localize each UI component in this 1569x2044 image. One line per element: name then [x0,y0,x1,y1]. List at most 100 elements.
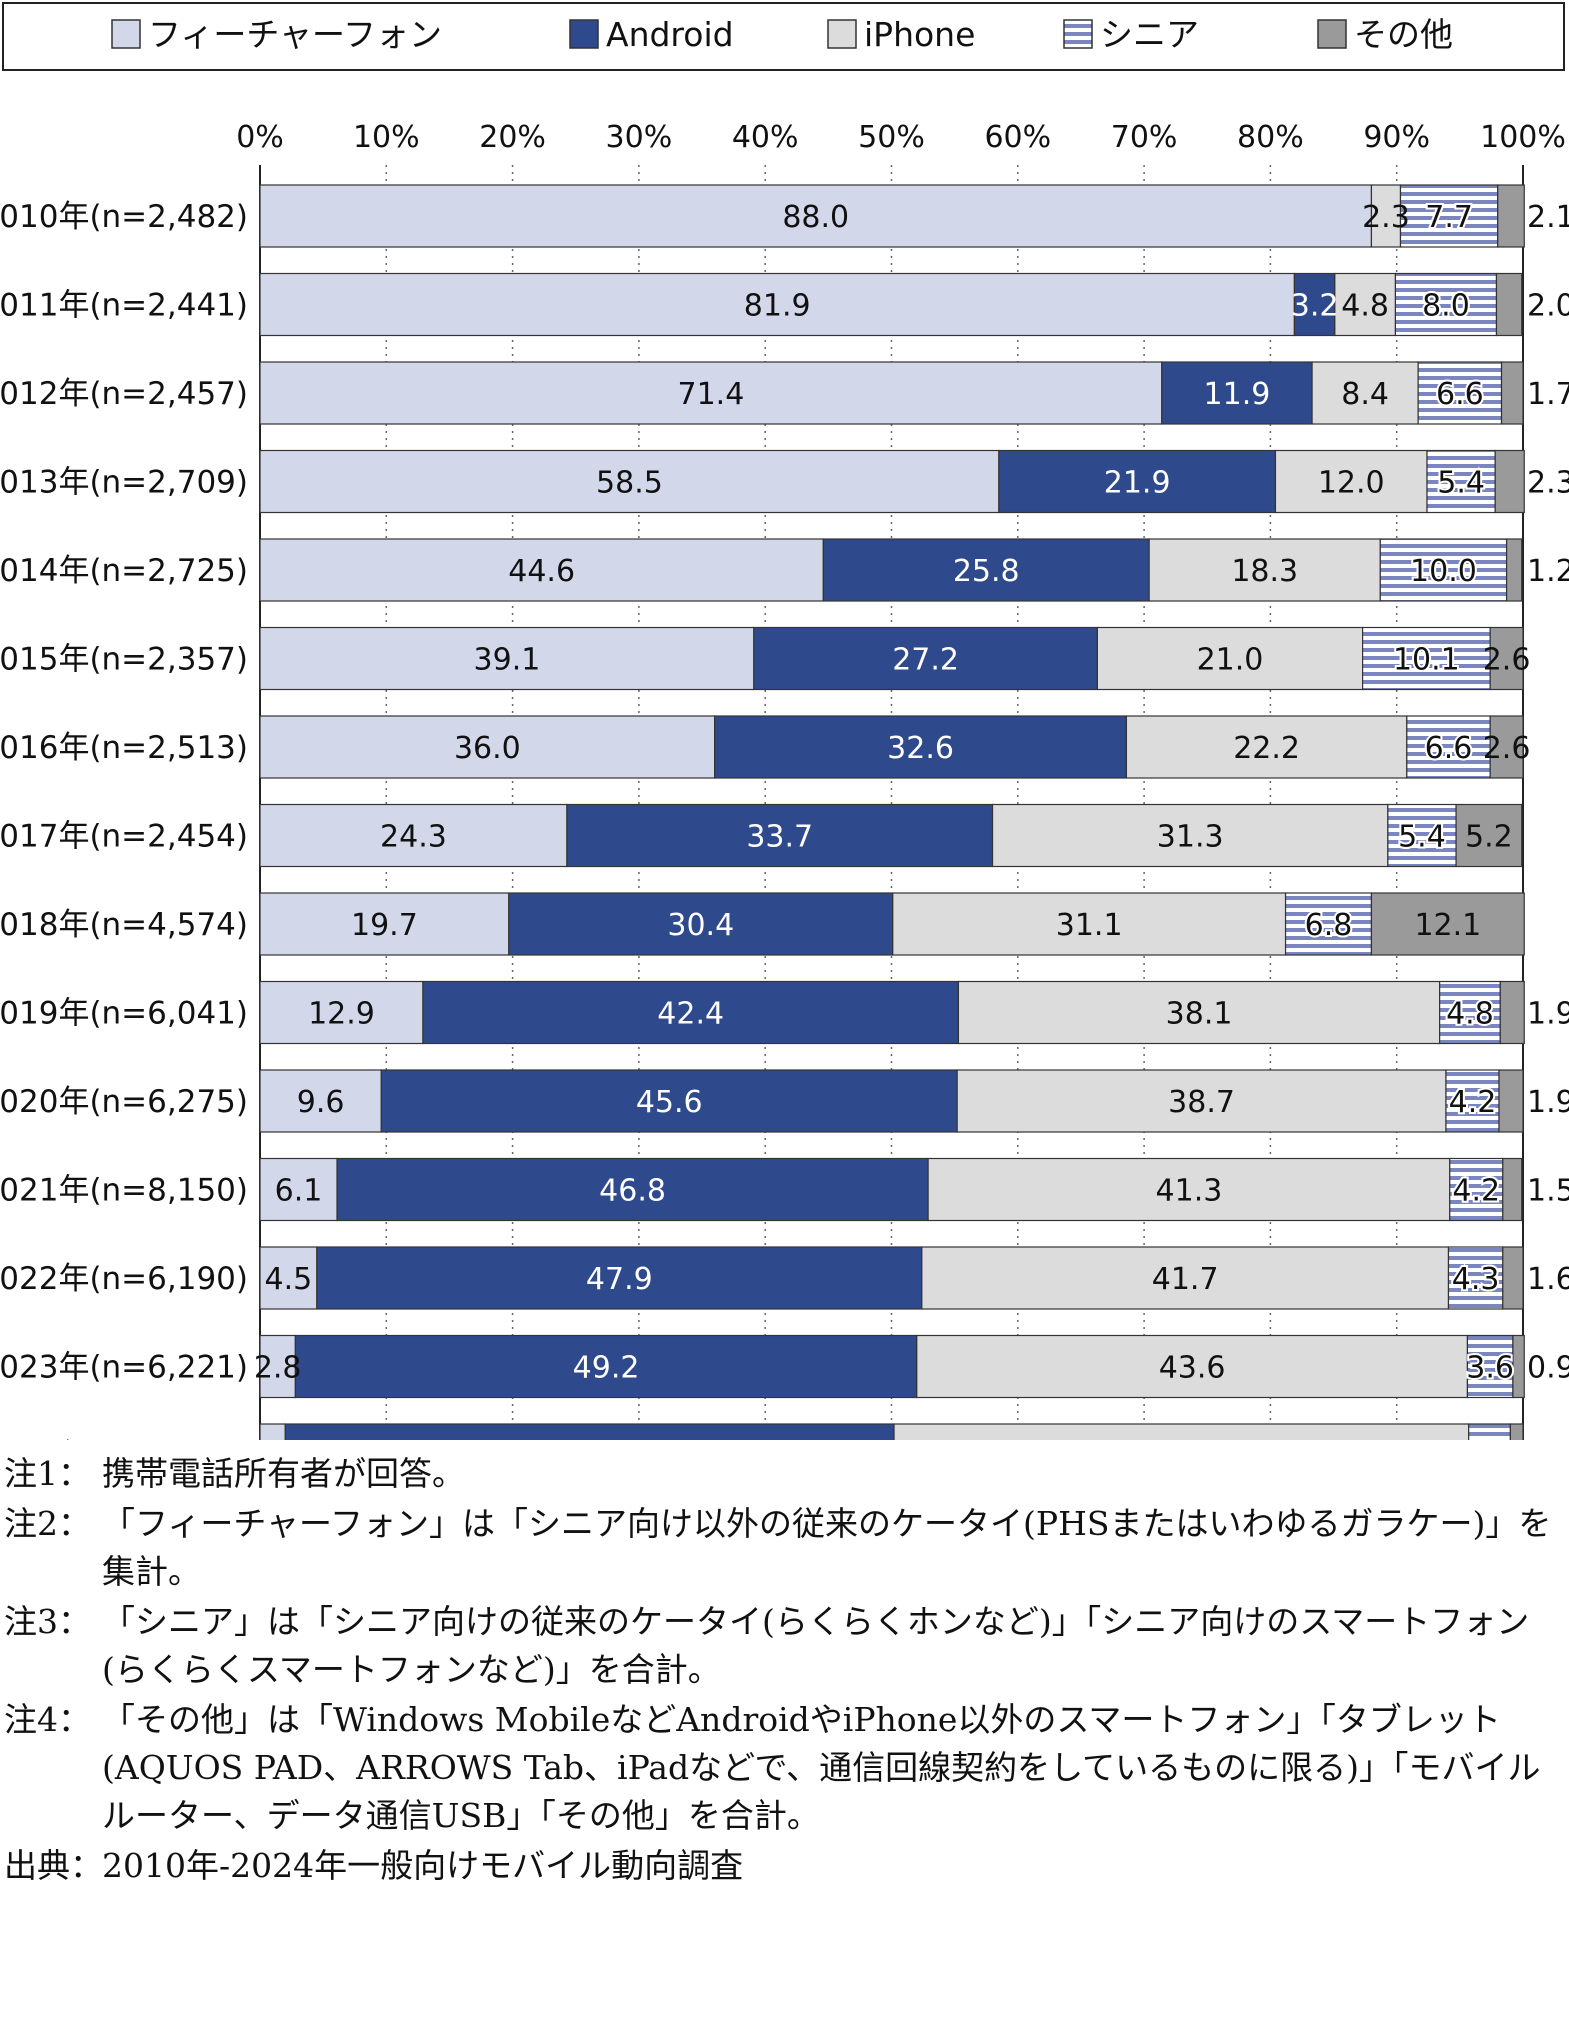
data-label: 49.2 [573,1351,640,1386]
data-label: 10.0 [1410,554,1477,589]
data-label: 9.6 [297,1085,345,1120]
category-label: 2024年(n=6,053) [0,1438,248,1440]
note-2: 注2： 「フィーチャーフォン」は「シニア向け以外の従来のケータイ(PHSまたはい… [4,1500,1564,1596]
data-label: 21.9 [1104,466,1171,501]
bar-segment [1500,361,1524,425]
data-label: 27.2 [892,643,959,678]
data-label: 32.6 [887,731,954,766]
data-label: 39.1 [474,643,541,678]
data-label: 44.6 [508,554,575,589]
bar-segment [1161,361,1313,425]
data-label: 71.4 [677,377,744,412]
data-label: 18.3 [1231,554,1298,589]
category-label: 2012年(n=2,457) [0,376,248,412]
bar-segment [422,980,960,1045]
x-tick-label: 70% [1111,120,1178,155]
category-label: 2018年(n=4,574) [0,907,248,943]
bar-segment [1455,803,1523,868]
x-tick-label: 90% [1363,120,1430,155]
data-label: 88.0 [782,200,849,235]
source-text: 2010年-2024年一般向けモバイル動向調査 [102,1846,744,1885]
bar-segment [259,892,510,956]
category-label: 2013年(n=2,709) [0,465,248,501]
bar-segment [998,449,1277,514]
bar-segment [259,1069,382,1133]
data-label: 58.5 [596,466,663,501]
legend-swatch [111,19,141,49]
bar-segment [892,892,1287,956]
x-tick-label: 40% [732,120,799,155]
data-label: 8.0 [1422,289,1470,324]
bar-segment [1499,980,1525,1045]
x-tick-label: 100% [1480,120,1566,155]
legend-swatch [827,19,857,49]
data-label: 2.8 [254,1351,302,1386]
data-label: 4.5 [265,1262,313,1297]
bar-segment [1394,272,1498,337]
data-label: 45.6 [636,1085,703,1120]
data-label: 47.9 [586,1262,653,1297]
data-label: 21.0 [1197,643,1264,678]
data-label: 3.6 [1466,1351,1514,1386]
data-label: 4.8 [1341,289,1389,324]
bar-segment [259,272,1295,337]
bar-segment [1417,361,1503,425]
data-label: 1.9 [1527,997,1569,1032]
bar-segment [1370,892,1525,956]
legend: フィーチャーフォン Android iPhone シニア その他 [111,15,1453,54]
note-label: 注2： [4,1504,91,1543]
data-label: 6.1 [275,1174,323,1209]
data-label: 81.9 [744,289,811,324]
bar-segment [294,1334,918,1399]
data-label: 3.2 [1291,289,1339,324]
note-text: 「シニア」は「シニア向けの従来のケータイ(らくらくホンなど)」「シニア向けのスマ… [102,1602,1530,1689]
data-label: 2.6 [1483,731,1531,766]
data-label: 12.0 [1318,466,1385,501]
bar-segment [1498,1069,1524,1133]
x-tick-label: 30% [606,120,673,155]
note-text: 携帯電話所有者が回答。 [102,1454,465,1493]
data-label: 5.4 [1398,820,1446,855]
category-label: 2014年(n=2,725) [0,553,248,589]
data-label: 38.7 [1168,1085,1235,1120]
bar-segment [259,449,1000,514]
bar-segment [916,1334,1469,1399]
legend-swatch [569,19,599,49]
data-label: 33.7 [746,820,813,855]
bar-segment [1274,449,1428,514]
data-label: 25.8 [953,554,1020,589]
source-label: 出典： [4,1846,103,1885]
data-label: 30.4 [667,908,734,943]
note-text: 「その他」は「Windows MobileなどAndroidやiPhone以外の… [102,1700,1541,1835]
data-label: 3.3 [1466,1439,1514,1440]
bar-segment [1466,1334,1514,1399]
legend-swatch [1063,19,1093,49]
bar-segment [380,1069,958,1133]
data-label: 1.5 [1527,1174,1569,1209]
bar-segment [1311,361,1419,425]
source-line: 出典： 2010年-2024年一般向けモバイル動向調査 [4,1842,1564,1890]
bar-segment [1489,715,1524,779]
note-label: 注4： [4,1700,91,1739]
bar-segment [1445,1069,1500,1133]
category-label: 2022年(n=6,190) [0,1261,248,1297]
bar-segment [1495,272,1523,337]
bar-segment [927,1157,1451,1222]
data-label: 6.6 [1436,377,1484,412]
data-label: 4.3 [1452,1262,1500,1297]
data-label: 2.1 [1527,200,1569,235]
bar-segment [956,1069,1447,1133]
data-label: 2.6 [1483,643,1531,678]
bar-segment [1502,1246,1524,1310]
bar-segment [259,626,755,691]
category-label: 2017年(n=2,454) [0,819,248,855]
bar-segment [1284,892,1373,956]
data-label: 42.4 [657,997,724,1032]
data-label: 1.0 [1527,1439,1569,1440]
legend-label: その他 [1354,15,1453,54]
legend-box [2,2,1565,71]
data-label: 2.3 [1362,200,1410,235]
bar-segment [1379,538,1508,602]
data-label: 1.9 [1527,1085,1569,1120]
bar-segment [259,538,824,602]
